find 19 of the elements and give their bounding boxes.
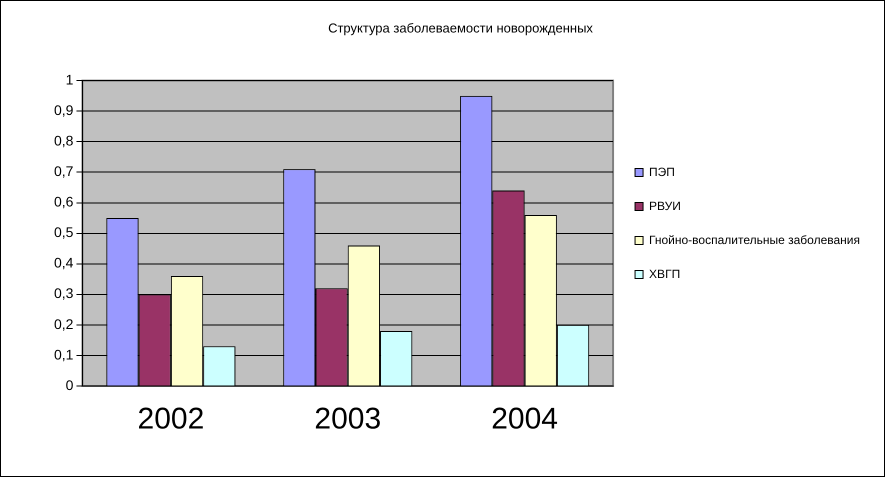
y-tick-label: 0,5 [54,224,74,240]
y-tick-label: 0 [66,376,74,393]
x-tick-label: 2002 [138,402,204,436]
y-tick-label: 0,4 [54,254,74,271]
y-tick-label: 0,8 [54,132,74,149]
chart-title: Структура заболеваемости новорожденных [328,20,594,36]
y-tick-label: 1 [66,71,74,88]
y-tick-label: 0,6 [54,194,74,210]
legend-label: РВУИ [649,198,681,213]
y-tick-label: 0,9 [54,102,74,118]
y-tick-label: 0,7 [54,163,74,180]
legend-label: ХВГП [649,266,680,281]
legend-label: ПЭП [649,164,675,179]
y-tick-label: 0,1 [54,346,74,362]
legend-label: Гнойно-воспалительные заболевания [649,232,860,247]
x-tick-label: 2004 [491,402,558,436]
y-tick-label: 0,2 [54,316,74,332]
y-tick-label: 0,3 [54,285,74,302]
x-tick-label: 2003 [314,402,382,436]
